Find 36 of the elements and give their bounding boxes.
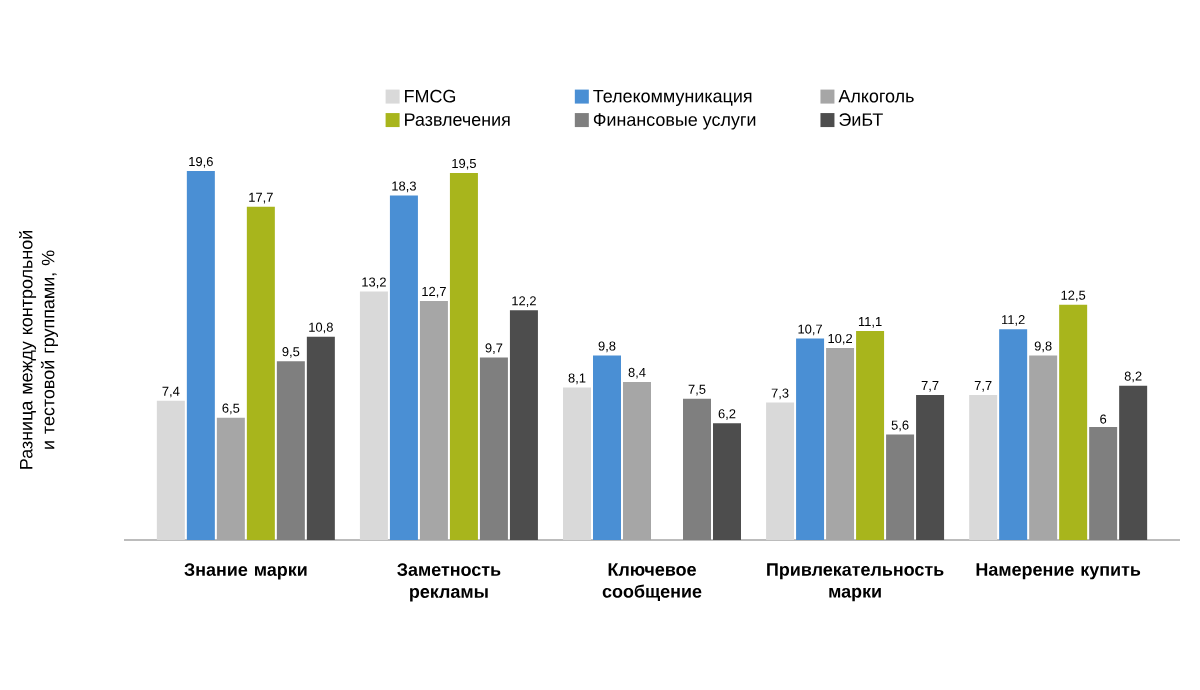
x-tick-label: Знание марки <box>184 563 307 580</box>
bar <box>916 395 945 540</box>
bar <box>389 195 418 540</box>
bar <box>359 291 388 540</box>
legend-label: FMCG <box>405 89 456 103</box>
bar <box>856 331 885 540</box>
bar <box>796 338 825 540</box>
y-axis-title: Разница между контрольной и тестовой группами, % <box>19 231 58 469</box>
x-tick-label: Заметность рекламы <box>397 563 501 602</box>
bar <box>969 395 998 540</box>
x-tick-label: Привлекательность марки <box>767 563 944 602</box>
bar <box>276 361 305 540</box>
bar <box>999 329 1028 540</box>
bar <box>766 402 795 540</box>
bar <box>713 423 741 540</box>
bar <box>449 172 478 540</box>
bar <box>186 171 215 540</box>
legend-label: Телекоммуникация <box>593 89 752 106</box>
bar <box>156 400 185 540</box>
legend-label: Развлечения <box>405 113 510 126</box>
x-tick-label: Ключевое сообщение <box>602 563 702 602</box>
bar <box>1119 385 1148 540</box>
x-tick-label: Намерение купить <box>976 563 1141 580</box>
bar <box>563 387 591 540</box>
bar <box>479 357 508 540</box>
legend-label: Финансовые услуги <box>593 113 756 130</box>
bar <box>1089 427 1118 540</box>
legend-label: ЭиБТ <box>839 113 883 127</box>
bar <box>509 310 538 540</box>
bar <box>683 398 711 540</box>
legend-label: Алкоголь <box>838 89 914 103</box>
bar <box>1059 304 1088 540</box>
bar <box>306 336 335 540</box>
bar <box>246 206 275 540</box>
bar <box>886 434 915 540</box>
bar <box>593 355 621 540</box>
